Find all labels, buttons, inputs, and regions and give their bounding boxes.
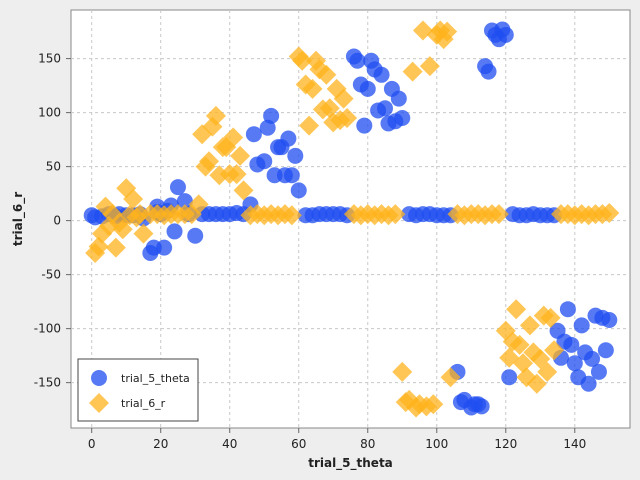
data-point [133, 223, 154, 244]
data-point [440, 367, 461, 388]
data-point [188, 194, 209, 215]
data-point [573, 317, 590, 334]
data-point [509, 334, 530, 355]
data-point [283, 167, 300, 184]
data-point [292, 50, 313, 71]
data-point [584, 350, 601, 367]
data-point [205, 105, 226, 126]
x-tick-label: 20 [153, 437, 168, 451]
data-point [256, 153, 273, 170]
data-point [290, 182, 307, 199]
data-point [233, 180, 254, 201]
data-point [280, 130, 297, 147]
data-point [513, 353, 534, 374]
legend-items: trial_5_theta trial_6_r [89, 370, 190, 413]
data-point [166, 223, 183, 240]
data-point [599, 203, 620, 224]
data-point [156, 239, 173, 256]
data-point [497, 26, 514, 43]
data-point [526, 373, 547, 394]
y-tick-label: -150 [34, 376, 61, 390]
series-trial_6_r [85, 20, 620, 418]
series-layer [83, 20, 620, 418]
y-tick-label: 0 [53, 214, 61, 228]
data-point [601, 311, 618, 328]
data-point [316, 64, 337, 85]
data-point [402, 61, 423, 82]
data-point [501, 369, 518, 386]
data-point [392, 361, 413, 382]
data-point [105, 237, 126, 258]
data-point [377, 100, 394, 117]
y-tick-label: -100 [34, 322, 61, 336]
data-point [480, 63, 497, 80]
data-point [419, 56, 440, 77]
data-point [597, 342, 614, 359]
data-point [590, 363, 607, 380]
x-tick-label: 60 [291, 437, 306, 451]
x-tick-label: 80 [360, 437, 375, 451]
data-point [488, 204, 509, 225]
x-tick-label: 140 [563, 437, 586, 451]
data-point [299, 115, 320, 136]
y-tick-label: 150 [38, 52, 61, 66]
data-point [390, 90, 407, 107]
data-point [473, 398, 490, 415]
data-point [519, 315, 540, 336]
data-point [544, 340, 565, 361]
legend-label: trial_6_r [121, 397, 166, 410]
data-point [130, 204, 151, 225]
data-point [112, 219, 133, 240]
data-point [373, 66, 390, 83]
data-point [537, 361, 558, 382]
data-point [319, 98, 340, 119]
data-point [437, 21, 458, 42]
data-point [302, 78, 323, 99]
legend-marker [91, 370, 107, 386]
x-tick-label: 40 [222, 437, 237, 451]
data-point [169, 179, 186, 196]
x-axis-title: trial_5_theta [308, 456, 393, 471]
axes: 0 20 40 60 80 100 120 140 -150 -100 -50 0 50 100 150 [34, 52, 586, 451]
data-point [123, 189, 144, 210]
y-tick-label: -50 [41, 268, 61, 282]
data-point [199, 151, 220, 172]
data-point [540, 307, 561, 328]
data-point [359, 80, 376, 97]
data-point [187, 227, 204, 244]
data-point [385, 204, 406, 225]
data-point [226, 164, 247, 185]
data-point [337, 108, 358, 129]
x-tick-label: 100 [425, 437, 448, 451]
data-point [245, 126, 262, 143]
data-point [349, 52, 366, 69]
data-point [566, 355, 583, 372]
data-point [580, 375, 597, 392]
data-point [287, 147, 304, 164]
data-point [281, 205, 302, 226]
legend: trial_5_theta trial_6_r [77, 358, 199, 422]
data-point [223, 127, 244, 148]
data-point [423, 394, 444, 415]
data-point [176, 193, 193, 210]
data-point [230, 145, 251, 166]
data-point [559, 301, 576, 318]
data-point [263, 107, 280, 124]
data-point [563, 336, 580, 353]
y-tick-label: 100 [38, 106, 61, 120]
legend-box [77, 358, 199, 422]
legend-marker [89, 393, 109, 413]
x-tick-label: 0 [88, 437, 96, 451]
data-point [394, 110, 411, 127]
y-axis-title: trial_6_r [11, 192, 26, 246]
x-tick-label: 120 [494, 437, 517, 451]
data-point [506, 299, 527, 320]
y-tick-label: 50 [46, 160, 61, 174]
data-point [333, 88, 354, 109]
data-point [412, 20, 433, 41]
legend-label: trial_5_theta [121, 372, 190, 385]
data-point [356, 117, 373, 134]
